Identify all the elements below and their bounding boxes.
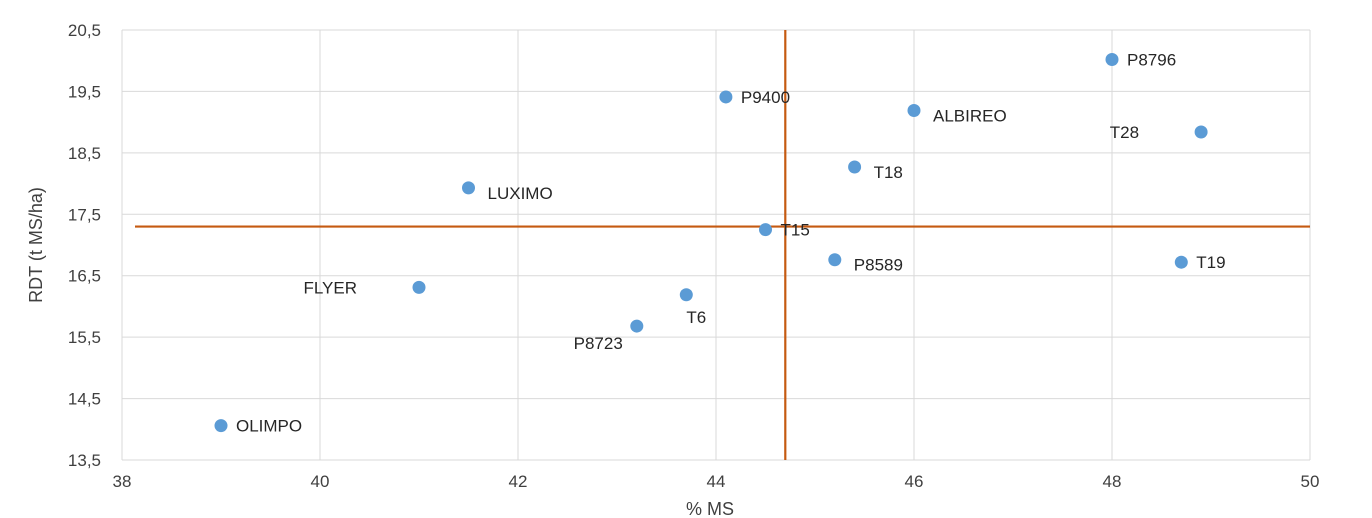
x-tick-label: 42 (509, 472, 528, 491)
data-point-luximo (462, 181, 475, 195)
x-axis-title: % MS (686, 499, 734, 518)
data-point-t18 (848, 160, 862, 174)
data-point-p8723 (630, 319, 644, 333)
y-tick-label: 18,5 (68, 144, 101, 163)
x-tick-label: 44 (707, 472, 726, 491)
y-tick-label: 20,5 (68, 21, 101, 40)
data-point-t28 (1194, 125, 1208, 139)
data-label-t15: T15 (781, 221, 810, 240)
data-label-p8796: P8796 (1127, 50, 1176, 69)
data-point-olimpo (214, 419, 228, 433)
data-label-t19: T19 (1196, 253, 1225, 272)
y-tick-label: 17,5 (68, 205, 101, 224)
y-tick-label: 15,5 (68, 328, 101, 347)
data-label-p8589: P8589 (854, 256, 903, 275)
data-label-albireo: ALBIREO (933, 106, 1007, 125)
y-tick-label: 13,5 (68, 451, 101, 470)
data-point-flyer (412, 280, 426, 294)
data-points (214, 52, 1208, 433)
y-tick-label: 16,5 (68, 267, 101, 286)
data-label-flyer: FLYER (303, 278, 357, 297)
x-tick-label: 38 (113, 472, 132, 491)
data-point-t6 (679, 288, 693, 302)
data-label-t18: T18 (874, 163, 903, 182)
x-tick-label: 46 (905, 472, 924, 491)
data-label-p9400: P9400 (741, 88, 790, 107)
data-label-p8723: P8723 (574, 334, 623, 353)
x-tick-label: 48 (1103, 472, 1122, 491)
x-tick-label: 40 (311, 472, 330, 491)
reference-lines (135, 30, 1310, 460)
data-point-labels: P8796 P9400 ALBIREO T28 T18 LUXIMO T15 P8589 T19… (236, 50, 1226, 435)
y-tick-label: 14,5 (68, 390, 101, 409)
data-point-t15 (759, 223, 772, 237)
y-tick-label: 19,5 (68, 82, 101, 101)
data-label-olimpo: OLIMPO (236, 417, 302, 436)
data-point-p8589 (828, 253, 842, 267)
y-axis-title: RDT (t MS/ha) (26, 187, 46, 303)
data-point-t19 (1174, 255, 1188, 269)
data-point-p9400 (719, 90, 733, 104)
x-tick-label: 50 (1301, 472, 1320, 491)
data-label-t6: T6 (686, 308, 706, 327)
data-point-p8796 (1105, 52, 1119, 66)
data-point-albireo (907, 103, 921, 117)
gridlines (121, 29, 1311, 461)
x-axis-tick-labels: 38 40 42 44 46 48 50 (113, 472, 1320, 491)
data-label-t28: T28 (1110, 123, 1139, 142)
data-label-luximo: LUXIMO (488, 184, 553, 203)
y-axis-tick-labels: 13,5 14,5 15,5 16,5 17,5 18,5 19,5 20,5 (68, 21, 101, 470)
